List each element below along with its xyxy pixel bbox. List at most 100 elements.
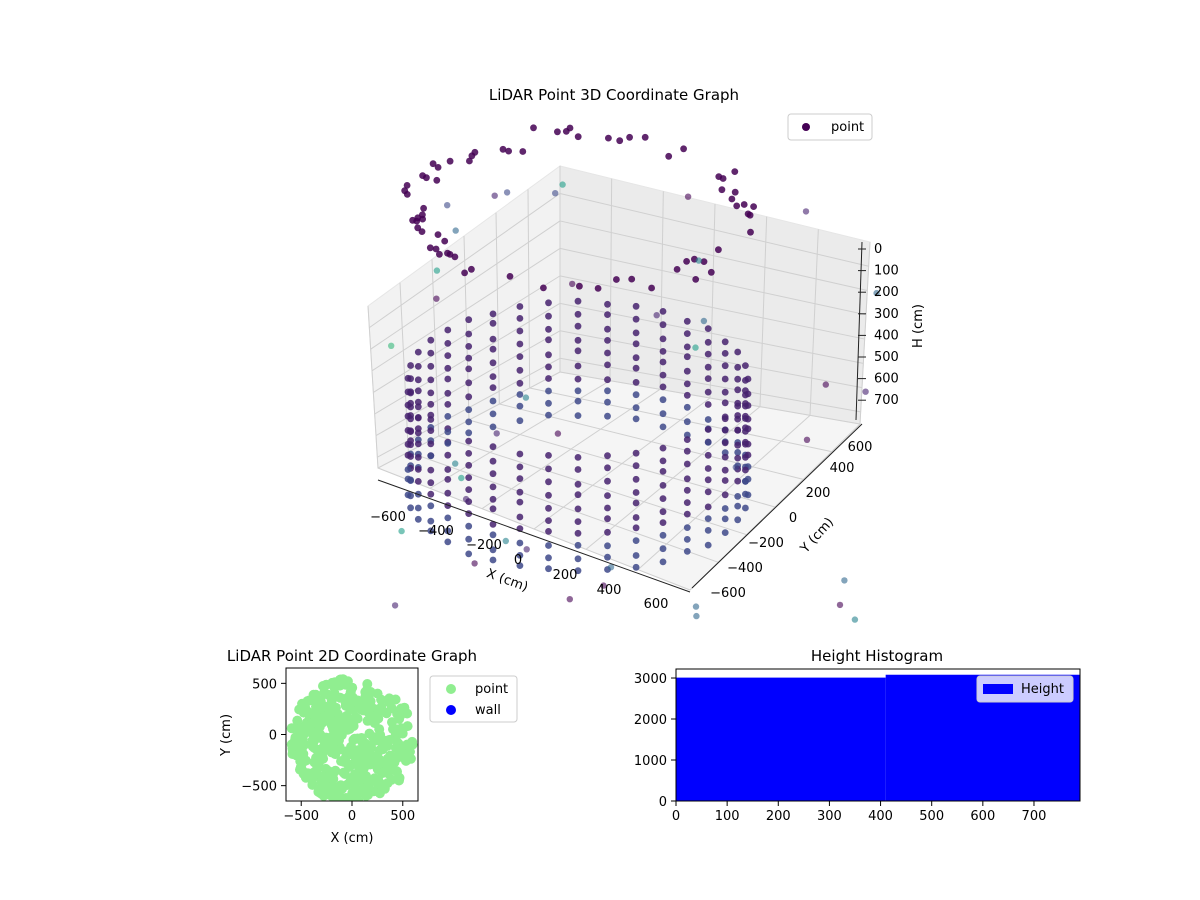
chart3d-point [641,133,649,141]
histogram-x-tick-label: 0 [672,809,680,824]
chart3d-point [659,468,667,475]
chart3d-point [632,449,640,457]
chart3d-outlier-point [803,436,811,443]
chart3d-point [444,401,452,408]
chart3d-point [489,546,497,554]
chart3d-point [734,449,742,456]
histogram-x-tick-label: 300 [817,809,842,824]
chart3d-point [721,529,729,536]
chart3d-point [721,375,729,383]
chart3d-point [721,338,729,346]
chart3d-point [719,175,727,182]
chart3d-point [461,269,468,277]
chart3d-point [604,504,611,512]
chart3d-z-tick-label: 600 [874,372,899,387]
chart3d-outlier-point [692,603,700,610]
chart3d-point [632,329,640,337]
chart3d-point [465,474,473,481]
chart3d-outlier-point [433,295,440,302]
histogram-axes-frame [675,668,1081,802]
chart3d-point [734,415,742,423]
chart3d-y-tick-label: 0 [789,511,797,526]
chart3d-point [407,504,414,512]
chart2d-point [305,719,316,730]
chart3d-point [444,514,452,522]
chart3d-point [632,415,640,423]
chart3d-point [659,457,667,465]
chart3d-point [632,404,640,412]
chart3d-point [489,531,497,539]
chart3d-point [604,311,611,318]
chart3d-grid-line [527,189,531,389]
chart2d-legend-label-wall: wall [475,703,501,718]
chart3d-point [731,188,739,196]
chart3d-y-tick-label: −400 [727,561,763,576]
chart3d-point [574,133,582,141]
chart3d-point [683,486,691,494]
chart2d-xlabel: X (cm) [331,831,374,846]
chart3d-outlier-point [841,577,848,584]
chart3d-point [489,410,497,418]
chart3d-point [604,412,611,420]
histogram-y-tick-label: 3000 [634,672,667,687]
chart3d-point [407,362,414,369]
chart3d-point [465,429,473,437]
chart2d-point [378,779,389,790]
chart3d-point [465,486,473,493]
chart3d-legend-box [787,113,873,141]
chart3d-point [734,493,742,500]
chart3d-point [683,391,691,399]
chart3d-point [444,364,452,372]
chart3d-point [403,191,411,198]
chart3d-point [715,246,722,254]
chart3d-point [444,413,452,420]
chart2d-point [312,704,323,715]
chart3d-z-tick-label: 0 [874,242,882,257]
chart3d-point [742,477,749,485]
chart3d-x-tick-label: −400 [418,524,454,539]
chart2d-point [295,762,306,773]
chart3d-point [444,476,452,483]
chart3d-point [704,439,712,446]
chart2d-point [388,724,398,735]
chart3d-point [432,245,440,253]
chart3d-point [721,505,729,512]
chart3d-point [403,182,411,189]
chart2d-point [300,701,310,712]
chart3d-point [704,527,712,534]
chart3d-point [632,552,640,559]
chart3d-point [414,454,422,461]
chart2d-y-tick-label: 500 [252,677,277,692]
chart3d-point [632,537,640,544]
chart3d-outlier-point [559,181,566,188]
chart3d-point [742,402,749,410]
chart3d-z-tick-label: 700 [874,393,899,408]
chart3d-y-tick-label: 200 [806,486,831,501]
chart3d-point [683,510,691,518]
chart2d-y-tick-label: −500 [241,780,277,795]
chart3d-point [683,548,691,555]
chart3d-point [721,388,729,396]
chart2d-point [381,708,392,719]
chart3d-point [545,491,552,499]
chart3d-point [680,145,687,153]
chart3d-point [505,147,512,155]
chart3d-outlier-point [522,394,530,401]
chart3d-grid-line [559,220,868,292]
chart3d-point [465,316,473,324]
chart3d-point [489,556,497,564]
chart3d-point [604,337,611,344]
chart3d-point [499,145,507,153]
chart3d-point [489,310,497,318]
chart3d-y-axis-line [691,423,863,589]
chart3d-point [747,228,754,236]
chart3d-point [744,415,752,423]
chart3d-point [632,391,640,399]
chart3d-point [721,362,729,370]
chart2d-point [373,713,384,724]
chart3d-point [683,317,691,325]
chart3d-grid-line [559,275,865,340]
chart3d-point [632,524,640,532]
chart3d-point [574,505,582,513]
chart3d-grid-line [859,241,871,425]
